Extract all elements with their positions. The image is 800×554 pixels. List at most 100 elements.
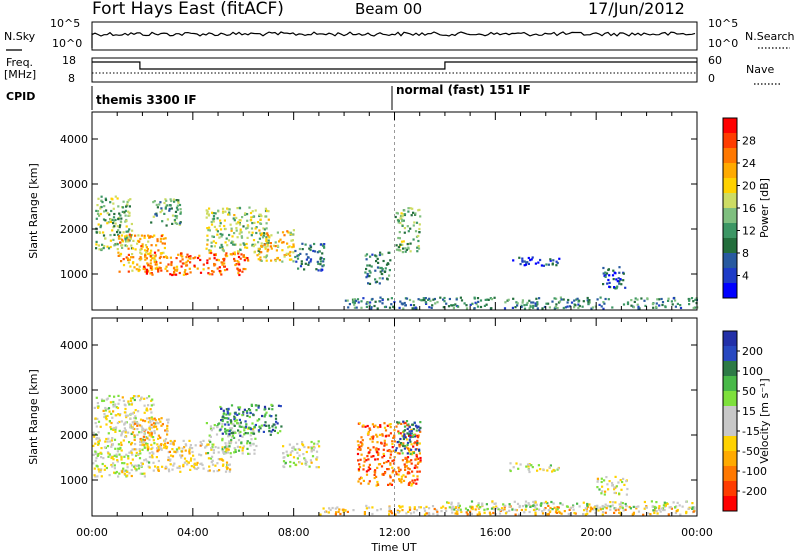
data-cell-5 — [296, 442, 299, 446]
data-cell-5 — [173, 200, 176, 203]
data-cell-0 — [97, 443, 100, 446]
data-cell-4 — [236, 413, 239, 416]
data-cell-1 — [163, 242, 166, 245]
data-cell-11 — [637, 505, 640, 508]
data-cell-6 — [371, 423, 374, 426]
data-cell-11 — [663, 501, 666, 504]
data-cell-2 — [216, 267, 219, 270]
data-cell-2 — [167, 456, 170, 459]
data-cell-0 — [113, 219, 116, 222]
data-cell-11 — [559, 296, 562, 299]
data-cell-11 — [621, 502, 624, 505]
data-cell-1 — [143, 234, 146, 237]
x-tick-label: 08:00 — [278, 526, 310, 539]
data-cell-4 — [221, 432, 224, 435]
data-cell-7 — [409, 432, 412, 435]
data-cell-3 — [247, 452, 250, 455]
data-cell-3 — [249, 441, 252, 444]
data-cell-1 — [146, 444, 149, 447]
data-cell-8 — [399, 221, 402, 225]
data-cell-1 — [149, 262, 152, 265]
data-cell-0 — [143, 446, 146, 449]
data-cell-11 — [569, 507, 572, 510]
data-cell-11 — [581, 305, 584, 308]
data-cell-3 — [242, 225, 245, 228]
data-cell-1 — [127, 253, 130, 256]
data-cell-6 — [383, 472, 387, 475]
data-cell-6 — [386, 468, 389, 471]
data-cell-5 — [291, 446, 294, 449]
data-cell-6 — [368, 451, 371, 454]
colorbar-tick-label: 200 — [742, 345, 763, 358]
data-cell-0 — [134, 409, 137, 412]
data-cell-0 — [128, 205, 131, 208]
data-cell-2 — [176, 268, 179, 271]
data-cell-10 — [398, 504, 401, 508]
colorbar-tick-label: 15 — [742, 405, 756, 418]
data-cell-6 — [315, 268, 318, 271]
data-cell-1 — [133, 438, 136, 441]
data-cell-11 — [532, 306, 535, 309]
data-cell-3 — [230, 227, 233, 230]
data-cell-11 — [417, 298, 420, 301]
data-cell-11 — [534, 304, 537, 307]
data-cell-5 — [313, 446, 316, 449]
data-cell-6 — [358, 422, 361, 425]
data-cell-2 — [173, 462, 176, 465]
data-cell-8 — [403, 227, 406, 230]
data-cell-6 — [404, 475, 407, 478]
data-cell-0 — [114, 472, 117, 475]
data-cell-6 — [400, 481, 403, 484]
data-cell-11 — [496, 506, 499, 510]
data-cell-0 — [145, 396, 149, 400]
data-cell-5 — [175, 217, 178, 220]
data-cell-6 — [356, 452, 360, 456]
data-cell-5 — [171, 222, 174, 225]
data-cell-6 — [389, 474, 392, 477]
data-cell-4 — [291, 246, 294, 249]
data-cell-7 — [402, 430, 405, 433]
data-cell-6 — [373, 473, 376, 476]
data-cell-1 — [159, 420, 162, 423]
data-cell-10 — [379, 508, 382, 511]
data-cell-8 — [537, 464, 540, 467]
data-cell-3 — [219, 228, 223, 231]
data-cell-11 — [566, 301, 569, 304]
data-cell-1 — [129, 265, 132, 268]
data-cell-10 — [517, 513, 521, 516]
data-cell-1 — [132, 239, 135, 242]
data-cell-9 — [549, 258, 552, 261]
data-cell-10 — [398, 510, 401, 513]
data-cell-3 — [243, 243, 246, 246]
data-cell-0 — [137, 410, 140, 413]
data-cell-0 — [121, 210, 124, 213]
data-cell-1 — [139, 256, 142, 259]
data-cell-10 — [435, 508, 438, 512]
data-cell-11 — [428, 297, 431, 300]
data-cell-11 — [694, 298, 697, 301]
data-cell-9 — [527, 256, 530, 260]
data-cell-7 — [409, 452, 412, 456]
data-cell-11 — [555, 297, 558, 300]
data-cell-2 — [211, 455, 214, 458]
data-cell-11 — [586, 502, 589, 506]
data-cell-8 — [548, 466, 551, 469]
data-cell-8 — [419, 215, 422, 218]
data-cell-10 — [618, 280, 621, 283]
data-cell-4 — [288, 258, 292, 261]
data-cell-0 — [106, 440, 109, 443]
data-cell-2 — [199, 271, 203, 274]
data-cell-2 — [168, 470, 171, 473]
data-cell-10 — [363, 511, 366, 514]
data-cell-11 — [636, 298, 639, 301]
data-cell-10 — [612, 278, 615, 281]
data-cell-3 — [234, 243, 237, 246]
data-cell-10 — [685, 512, 688, 515]
data-cell-0 — [151, 446, 154, 449]
data-cell-6 — [382, 454, 386, 457]
data-cell-3 — [252, 215, 255, 218]
data-cell-11 — [516, 302, 519, 305]
data-cell-0 — [113, 233, 116, 236]
data-cell-5 — [175, 215, 179, 218]
data-cell-4 — [220, 419, 223, 422]
